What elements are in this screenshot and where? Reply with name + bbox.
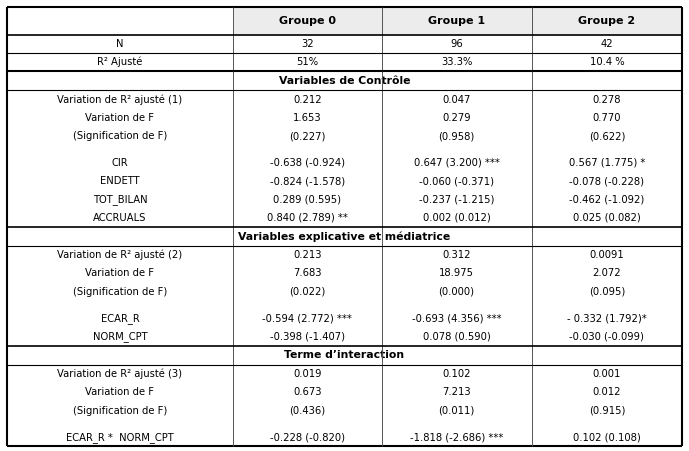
Text: -0.824 (-1.578): -0.824 (-1.578): [270, 176, 345, 186]
Text: 0.019: 0.019: [293, 369, 322, 379]
Text: 0.289 (0.595): 0.289 (0.595): [274, 194, 341, 204]
Text: 7.683: 7.683: [293, 268, 322, 278]
Text: -0.237 (-1.215): -0.237 (-1.215): [419, 194, 494, 204]
Text: Groupe 2: Groupe 2: [578, 16, 635, 26]
Text: (Signification de F): (Signification de F): [73, 286, 167, 296]
Bar: [233, 7, 382, 35]
Text: 0.102: 0.102: [442, 369, 471, 379]
Bar: [382, 7, 531, 35]
Text: 96: 96: [450, 39, 463, 49]
Text: 7.213: 7.213: [442, 387, 471, 397]
Text: 33.3%: 33.3%: [441, 57, 472, 67]
Text: 0.278: 0.278: [593, 95, 621, 105]
Text: 0.567 (1.775) *: 0.567 (1.775) *: [568, 158, 645, 168]
Text: TOT_BILAN: TOT_BILAN: [93, 194, 147, 205]
Text: 51%: 51%: [296, 57, 318, 67]
Text: - 0.332 (1.792)*: - 0.332 (1.792)*: [567, 313, 647, 323]
Text: (0.011): (0.011): [438, 405, 475, 415]
Bar: [7, 71, 682, 90]
Text: (0.622): (0.622): [588, 131, 625, 141]
Text: 0.673: 0.673: [293, 387, 322, 397]
Text: (Signification de F): (Signification de F): [73, 131, 167, 141]
Text: (Signification de F): (Signification de F): [73, 405, 167, 415]
Text: 0.012: 0.012: [593, 387, 621, 397]
Text: 0.047: 0.047: [442, 95, 471, 105]
Text: 0.312: 0.312: [442, 250, 471, 260]
Text: 0.840 (2.789) **: 0.840 (2.789) **: [267, 212, 348, 222]
Text: -0.462 (-1.092): -0.462 (-1.092): [569, 194, 644, 204]
Text: (0.958): (0.958): [438, 131, 475, 141]
Text: -0.638 (-0.924): -0.638 (-0.924): [270, 158, 345, 168]
Text: Variation de R² ajusté (3): Variation de R² ajusté (3): [57, 369, 183, 379]
Text: (0.095): (0.095): [588, 286, 625, 296]
Text: Terme d’interaction: Terme d’interaction: [285, 350, 404, 360]
Text: Variation de F: Variation de F: [85, 387, 154, 397]
Text: R² Ajusté: R² Ajusté: [97, 57, 143, 67]
Text: (0.227): (0.227): [289, 131, 325, 141]
Text: Groupe 1: Groupe 1: [428, 16, 485, 26]
Text: 0.279: 0.279: [442, 113, 471, 123]
Text: Groupe 0: Groupe 0: [279, 16, 336, 26]
Text: CIR: CIR: [112, 158, 128, 168]
Text: 0.002 (0.012): 0.002 (0.012): [423, 212, 491, 222]
Text: (0.000): (0.000): [439, 286, 475, 296]
Text: 18.975: 18.975: [439, 268, 474, 278]
Text: -0.078 (-0.228): -0.078 (-0.228): [569, 176, 644, 186]
Text: (0.436): (0.436): [289, 405, 325, 415]
Text: ECAR_R: ECAR_R: [101, 313, 139, 324]
Text: 32: 32: [301, 39, 313, 49]
Text: 1.653: 1.653: [293, 113, 322, 123]
Text: NORM_CPT: NORM_CPT: [93, 331, 147, 342]
Text: N: N: [116, 39, 124, 49]
Text: 2.072: 2.072: [593, 268, 621, 278]
Text: 0.212: 0.212: [293, 95, 322, 105]
Text: -1.818 (-2.686) ***: -1.818 (-2.686) ***: [410, 433, 503, 442]
Text: 0.078 (0.590): 0.078 (0.590): [423, 331, 491, 341]
Text: -0.594 (2.772) ***: -0.594 (2.772) ***: [263, 313, 352, 323]
Text: 0.213: 0.213: [293, 250, 322, 260]
Text: Variation de F: Variation de F: [85, 113, 154, 123]
Text: (0.915): (0.915): [588, 405, 625, 415]
Bar: [531, 7, 682, 35]
Text: -0.398 (-1.407): -0.398 (-1.407): [270, 331, 345, 341]
Text: (0.022): (0.022): [289, 286, 325, 296]
Text: ECAR_R *  NORM_CPT: ECAR_R * NORM_CPT: [66, 432, 174, 443]
Text: ENDETT: ENDETT: [100, 176, 140, 186]
Text: Variables de Contrôle: Variables de Contrôle: [279, 76, 410, 86]
Bar: [7, 226, 682, 246]
Text: 0.770: 0.770: [593, 113, 621, 123]
Text: Variation de R² ajusté (1): Variation de R² ajusté (1): [57, 94, 183, 105]
Text: Variables explicative et médiatrice: Variables explicative et médiatrice: [238, 231, 451, 242]
Text: 0.001: 0.001: [593, 369, 621, 379]
Text: 0.025 (0.082): 0.025 (0.082): [573, 212, 641, 222]
Text: 0.102 (0.108): 0.102 (0.108): [573, 433, 641, 442]
Text: 0.647 (3.200) ***: 0.647 (3.200) ***: [413, 158, 500, 168]
Text: Variation de F: Variation de F: [85, 268, 154, 278]
Text: -0.030 (-0.099): -0.030 (-0.099): [569, 331, 644, 341]
Text: 0.0091: 0.0091: [590, 250, 624, 260]
Text: 42: 42: [601, 39, 613, 49]
Bar: [7, 345, 682, 365]
Text: -0.228 (-0.820): -0.228 (-0.820): [270, 433, 345, 442]
Text: 10.4 %: 10.4 %: [590, 57, 624, 67]
Text: Variation de R² ajusté (2): Variation de R² ajusté (2): [57, 250, 183, 260]
Text: -0.060 (-0.371): -0.060 (-0.371): [419, 176, 494, 186]
Text: ACCRUALS: ACCRUALS: [93, 212, 147, 222]
Text: -0.693 (4.356) ***: -0.693 (4.356) ***: [412, 313, 502, 323]
